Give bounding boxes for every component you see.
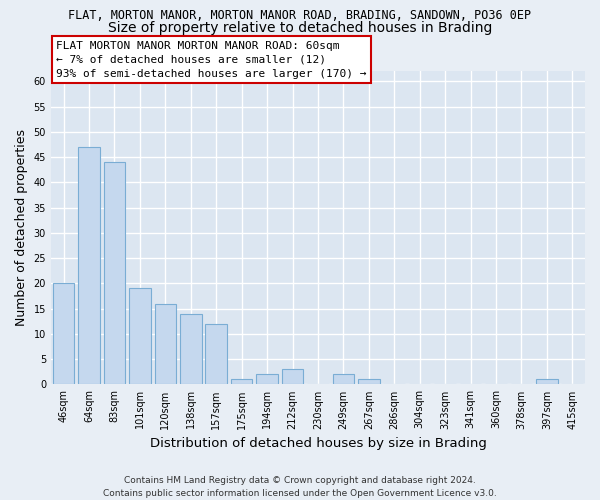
Bar	[358, 380, 380, 384]
X-axis label: Distribution of detached houses by size in Brading: Distribution of detached houses by size …	[149, 437, 487, 450]
Bar	[256, 374, 278, 384]
Bar	[129, 288, 151, 384]
Text: FLAT MORTON MANOR MORTON MANOR ROAD: 60sqm
← 7% of detached houses are smaller (: FLAT MORTON MANOR MORTON MANOR ROAD: 60s…	[56, 41, 367, 79]
Bar	[155, 304, 176, 384]
Bar	[53, 284, 74, 384]
Text: FLAT, MORTON MANOR, MORTON MANOR ROAD, BRADING, SANDOWN, PO36 0EP: FLAT, MORTON MANOR, MORTON MANOR ROAD, B…	[68, 9, 532, 22]
Bar	[205, 324, 227, 384]
Text: Contains HM Land Registry data © Crown copyright and database right 2024.
Contai: Contains HM Land Registry data © Crown c…	[103, 476, 497, 498]
Bar	[282, 370, 304, 384]
Text: Size of property relative to detached houses in Brading: Size of property relative to detached ho…	[108, 21, 492, 35]
Bar	[104, 162, 125, 384]
Bar	[78, 147, 100, 384]
Bar	[332, 374, 354, 384]
Bar	[536, 380, 557, 384]
Bar	[231, 380, 253, 384]
Y-axis label: Number of detached properties: Number of detached properties	[15, 130, 28, 326]
Bar	[180, 314, 202, 384]
